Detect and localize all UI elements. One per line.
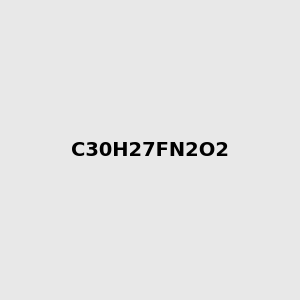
Text: C30H27FN2O2: C30H27FN2O2 xyxy=(71,140,229,160)
